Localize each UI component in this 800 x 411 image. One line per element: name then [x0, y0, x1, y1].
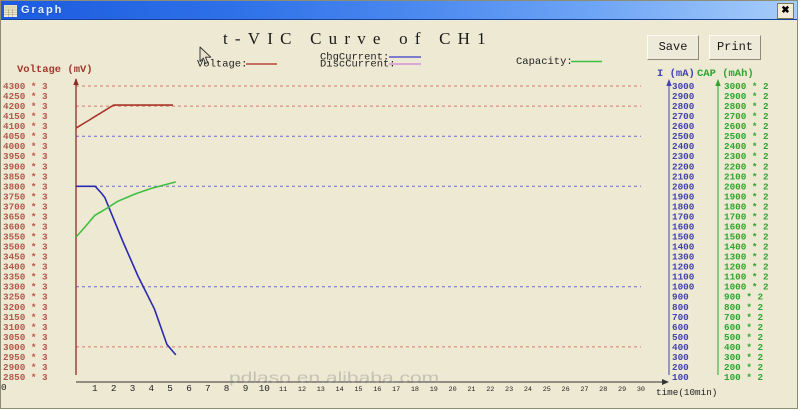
svg-text:29: 29 — [618, 386, 626, 394]
svg-text:2: 2 — [111, 383, 117, 394]
svg-text:t-VIC Curve of CH1: t-VIC Curve of CH1 — [223, 29, 493, 48]
svg-text:13: 13 — [317, 386, 325, 394]
svg-text:12: 12 — [298, 386, 306, 394]
svg-text:100 * 2: 100 * 2 — [724, 372, 763, 383]
svg-text:19: 19 — [430, 386, 438, 394]
svg-text:26: 26 — [562, 386, 570, 394]
svg-text:17: 17 — [392, 386, 400, 394]
svg-text:25: 25 — [543, 386, 551, 394]
svg-text:7: 7 — [205, 383, 211, 394]
svg-text:1: 1 — [92, 383, 98, 394]
svg-text:6: 6 — [186, 383, 192, 394]
svg-text:14: 14 — [336, 386, 344, 394]
svg-text:DiscCurrent:: DiscCurrent: — [320, 59, 396, 71]
svg-text:28: 28 — [599, 386, 607, 394]
svg-text:27: 27 — [580, 386, 588, 394]
svg-text:0: 0 — [1, 382, 7, 393]
svg-text:22: 22 — [486, 386, 494, 394]
svg-text:16: 16 — [373, 386, 381, 394]
svg-text:24: 24 — [524, 386, 532, 394]
svg-text:30: 30 — [637, 386, 645, 394]
svg-text:21: 21 — [467, 386, 475, 394]
svg-text:20: 20 — [449, 386, 457, 394]
svg-text:15: 15 — [354, 386, 362, 394]
svg-text:Capacity:: Capacity: — [516, 56, 573, 68]
svg-text:time(10min): time(10min) — [656, 387, 717, 398]
svg-text:18: 18 — [411, 386, 419, 394]
svg-text:Voltage (mV): Voltage (mV) — [17, 64, 93, 76]
svg-text:4: 4 — [149, 383, 155, 394]
svg-text:100: 100 — [672, 372, 689, 383]
svg-text:2850 * 3: 2850 * 3 — [3, 372, 48, 383]
svg-text:CAP (mAh): CAP (mAh) — [697, 68, 754, 80]
svg-text:11: 11 — [279, 386, 287, 394]
svg-text:3: 3 — [130, 383, 136, 394]
svg-text:5: 5 — [167, 383, 173, 394]
svg-text:23: 23 — [505, 386, 513, 394]
svg-text:I (mA): I (mA) — [657, 68, 695, 80]
